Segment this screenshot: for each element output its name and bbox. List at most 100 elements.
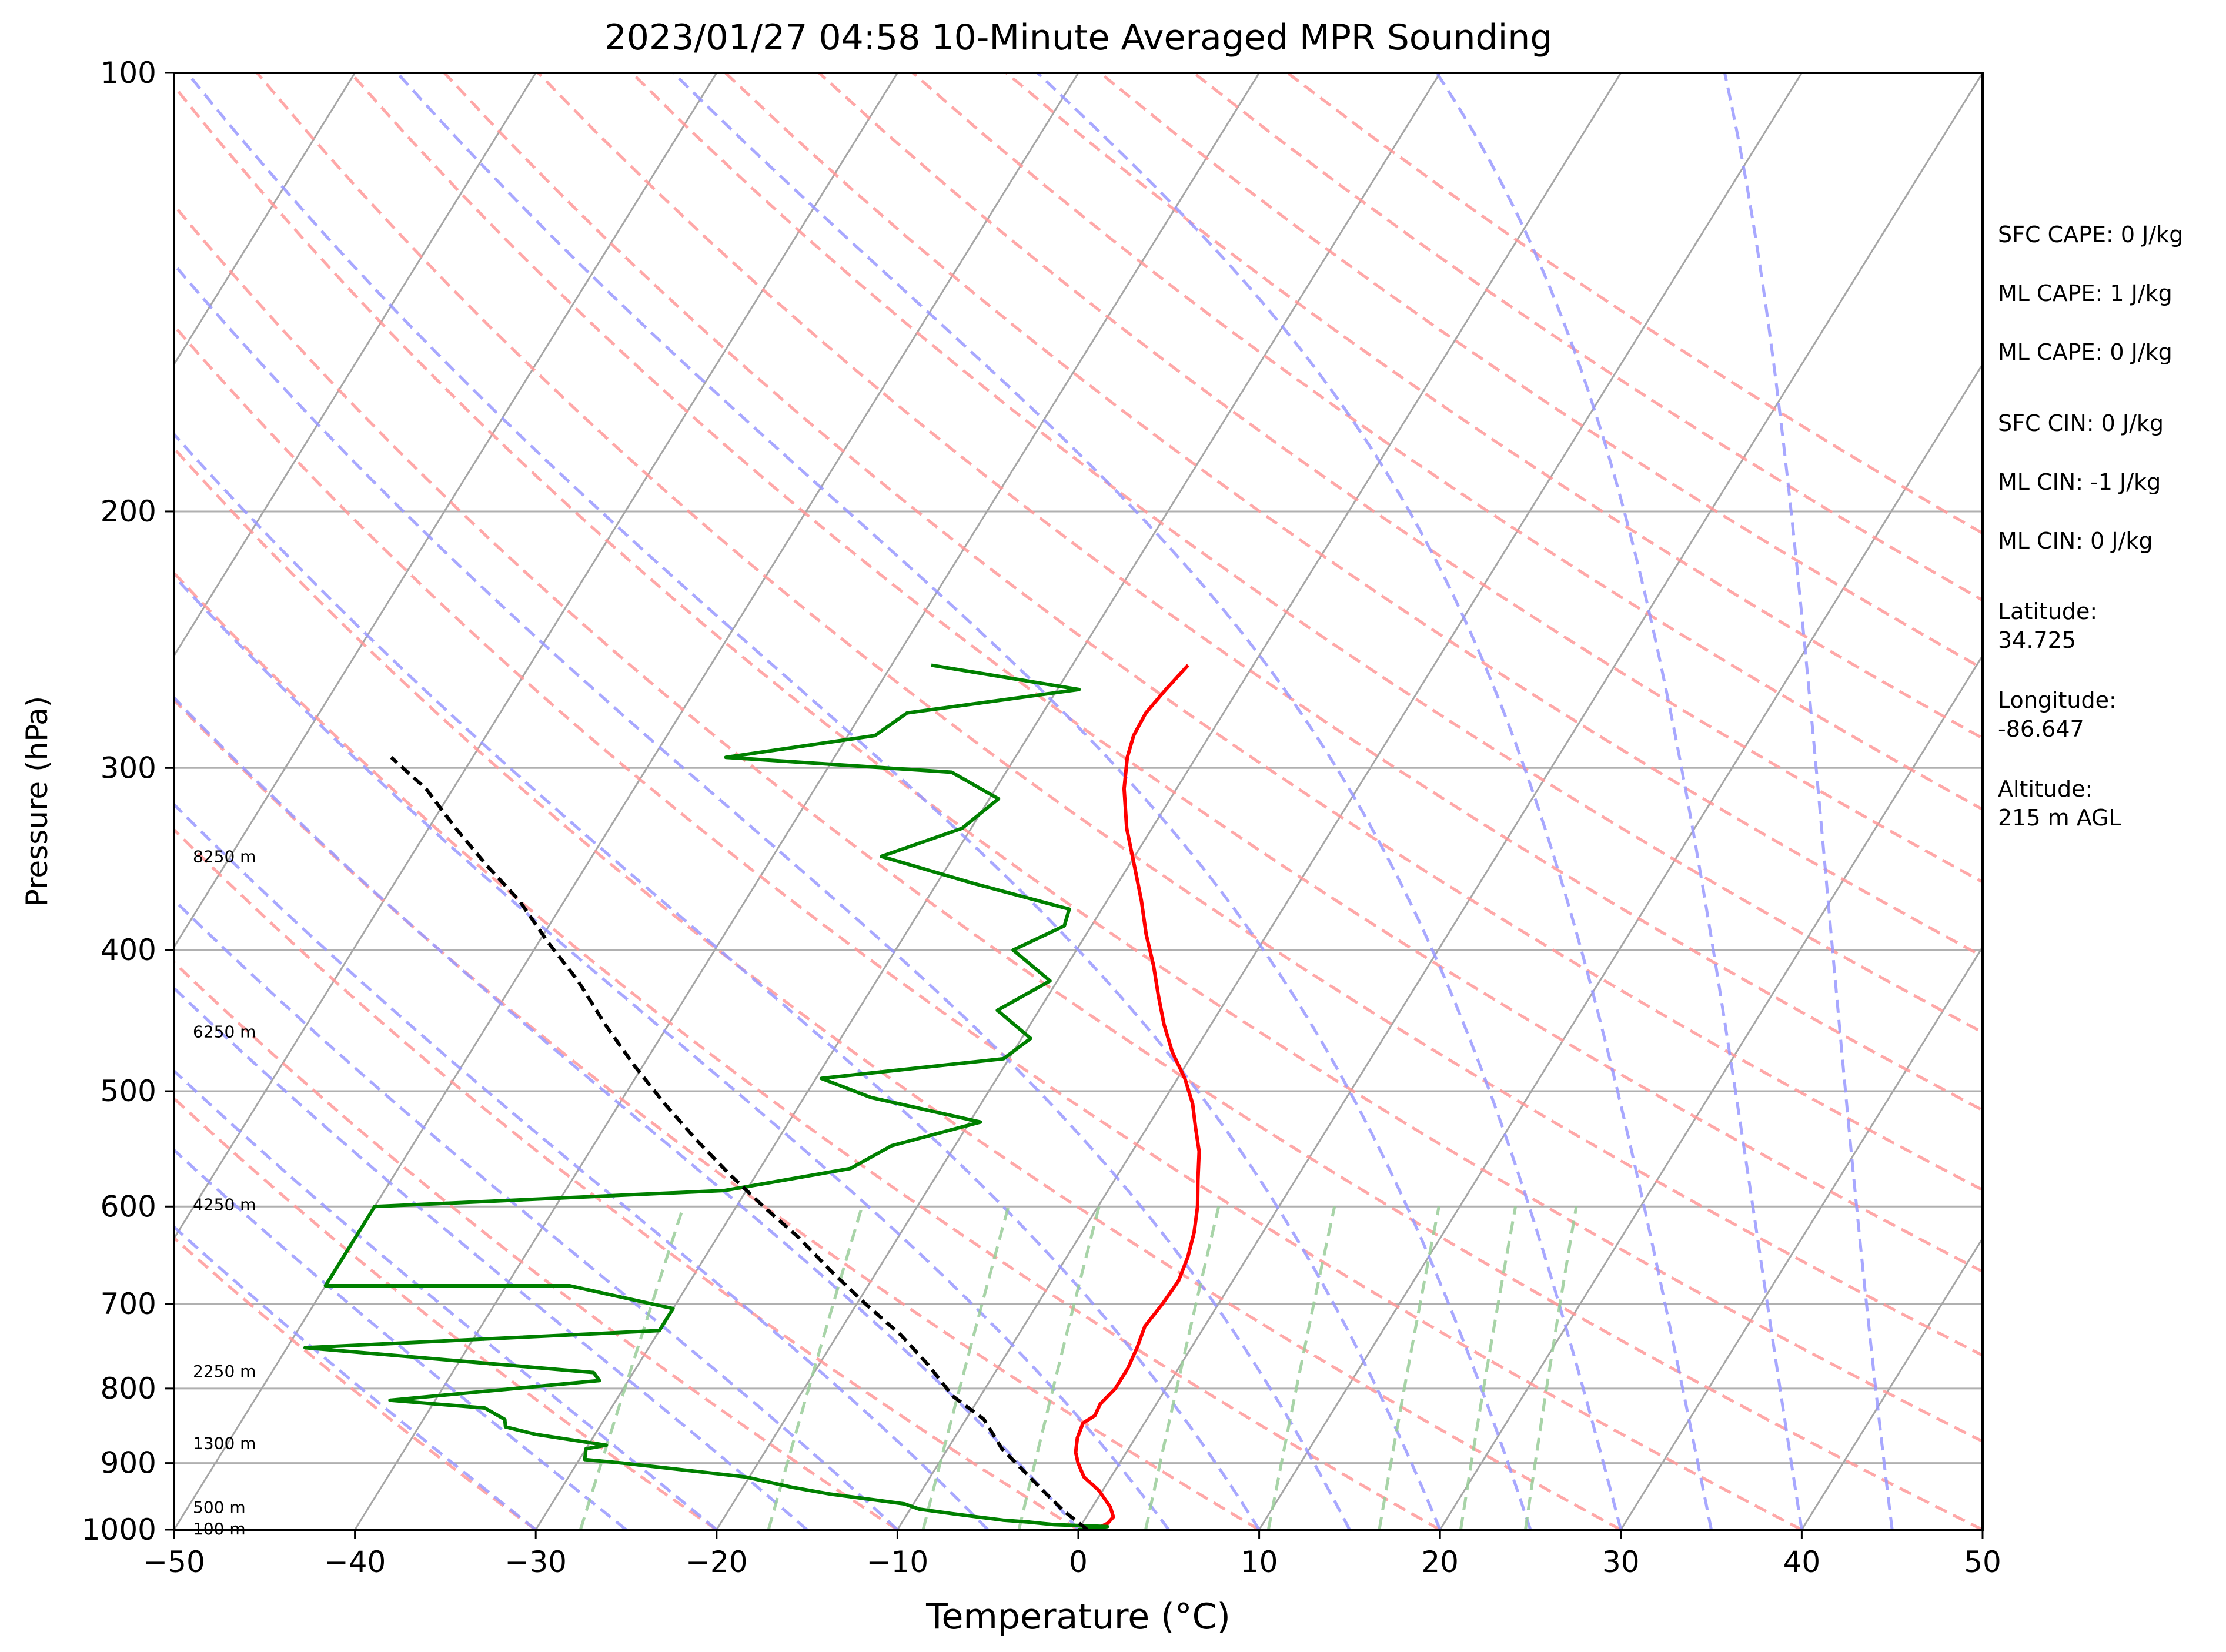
isotherm-line [1801, 1236, 1983, 1530]
stats-text: ML CAPE: 1 J/kg [1998, 280, 2172, 306]
background-lines [174, 73, 1983, 1530]
mixing-ratio-line [1266, 1206, 1336, 1530]
y-tick-label: 300 [101, 751, 156, 785]
dry-adiabat-line [174, 203, 1983, 1530]
x-tick-label: −20 [686, 1545, 748, 1579]
stats-text: ML CIN: 0 J/kg [1998, 528, 2153, 554]
stats-text: Latitude: [1998, 598, 2097, 624]
y-tick-label: 700 [101, 1287, 156, 1321]
dewpoint-profile-line [303, 663, 1109, 1530]
height-label: 500 m [193, 1498, 246, 1517]
height-label: 2250 m [193, 1362, 256, 1381]
dry-adiabat-line [1099, 73, 1983, 670]
axis-ticks: −50 −40 −30 −20 −10 0 10 20 30 40 50 100 200 300 400 50… [82, 56, 2001, 1579]
isotherm-line [174, 73, 898, 1240]
chart-title: 2023/01/27 04:58 10-Minute Averaged MPR … [604, 17, 1553, 58]
moist-adiabat-line [1435, 73, 1803, 1530]
x-tick-label: 40 [1783, 1545, 1821, 1579]
moist-adiabat-line [174, 802, 990, 1530]
x-tick-label: 10 [1241, 1545, 1278, 1579]
moist-adiabat-line [174, 986, 808, 1530]
moist-adiabat-line [186, 73, 1442, 1530]
moist-adiabat-line [174, 262, 1351, 1530]
stats-text: SFC CAPE: 0 J/kg [1998, 222, 2183, 248]
y-tick-label: 500 [101, 1074, 156, 1108]
dry-adiabat-line [443, 73, 1983, 1192]
x-tick-label: 50 [1964, 1545, 2001, 1579]
stats-text: 34.725 [1998, 627, 2076, 653]
x-tick-label: −30 [504, 1545, 567, 1579]
isotherm-line [716, 73, 1622, 1530]
dry-adiabat-line [174, 83, 1983, 1443]
y-axis-label: Pressure (hPa) [20, 696, 54, 907]
height-label: 8250 m [193, 847, 256, 867]
height-labels: 8250 m 6250 m 4250 m 2250 m 1300 m 500 m 100 m [193, 847, 256, 1539]
y-tick-label: 400 [101, 933, 156, 967]
mixing-ratio-line [1144, 1206, 1221, 1530]
moist-adiabat-line [672, 73, 1623, 1530]
stats-text: Altitude: [1998, 776, 2093, 802]
isotherm-line [897, 73, 1803, 1530]
isotherm-line [174, 73, 718, 949]
moist-adiabat-line [174, 898, 899, 1530]
dry-adiabat-line [174, 571, 1441, 1530]
stats-text: Longitude: [1998, 687, 2117, 713]
x-tick-label: 30 [1602, 1545, 1640, 1579]
height-label: 4250 m [193, 1195, 256, 1215]
dry-adiabat-line [174, 698, 1260, 1530]
mixing-ratio-line [921, 1206, 1010, 1530]
y-tick-label: 200 [101, 494, 156, 529]
mixing-ratio-line [579, 1206, 685, 1530]
stats-text: -86.647 [1998, 716, 2084, 742]
stats-text: ML CAPE: 0 J/kg [1998, 339, 2172, 365]
temperature-profile-line [1074, 664, 1201, 1530]
y-tick-label: 900 [101, 1446, 156, 1480]
height-label: 100 m [193, 1519, 246, 1539]
isotherm-line [1439, 654, 1983, 1530]
isotherm-line [174, 73, 356, 366]
dry-adiabat-line [174, 1236, 537, 1530]
moist-adiabat-line [174, 574, 1170, 1530]
mixing-ratio-line [1017, 1206, 1101, 1530]
y-tick-label: 1000 [82, 1513, 156, 1547]
dry-adiabat-line [349, 73, 1983, 1273]
y-tick-label: 800 [101, 1372, 156, 1406]
moist-adiabat-line [174, 1225, 537, 1530]
stats-text: ML CIN: -1 J/kg [1998, 469, 2161, 495]
moist-adiabat-line [174, 1069, 718, 1530]
stats-panel: SFC CAPE: 0 J/kg ML CAPE: 1 J/kg ML CAPE: … [1998, 222, 2183, 831]
isotherm-line [1620, 945, 1983, 1530]
moist-adiabat-line [1036, 73, 1713, 1530]
x-axis-label: Temperature (°C) [925, 1596, 1231, 1637]
x-tick-label: 0 [1069, 1545, 1088, 1579]
dry-adiabat-line [818, 73, 1983, 884]
moist-adiabat-line [1723, 73, 1894, 1530]
height-label: 1300 m [193, 1434, 256, 1453]
isotherm-line [174, 73, 1079, 1530]
isotherm-line [1258, 362, 1983, 1530]
moist-adiabat-line [174, 432, 1261, 1530]
moist-adiabat-line [396, 73, 1532, 1530]
y-tick-label: 100 [101, 56, 156, 90]
moist-adiabat-line [174, 1148, 627, 1530]
y-tick-label: 600 [101, 1189, 156, 1223]
dry-adiabat-line [174, 446, 1622, 1530]
moist-adiabat-line [174, 695, 1079, 1530]
sounding-profiles [303, 663, 1201, 1530]
mixing-ratio-line [1378, 1206, 1440, 1530]
parcel-path-line [390, 755, 1089, 1530]
x-tick-label: −50 [143, 1545, 205, 1579]
dry-adiabat-line [724, 73, 1983, 958]
dry-adiabat-line [537, 73, 1983, 1112]
x-tick-label: 20 [1421, 1545, 1459, 1579]
dry-adiabat-line [174, 960, 898, 1530]
isotherm-line [534, 73, 1441, 1530]
mixing-ratio-line [1459, 1206, 1518, 1530]
stats-text: 215 m AGL [1998, 805, 2121, 831]
x-tick-label: −40 [324, 1545, 386, 1579]
dry-adiabat-line [630, 73, 1983, 1034]
isotherm-line [1077, 73, 1983, 1530]
dry-adiabat-line [174, 827, 1079, 1530]
mixing-ratio-line [1524, 1206, 1578, 1530]
